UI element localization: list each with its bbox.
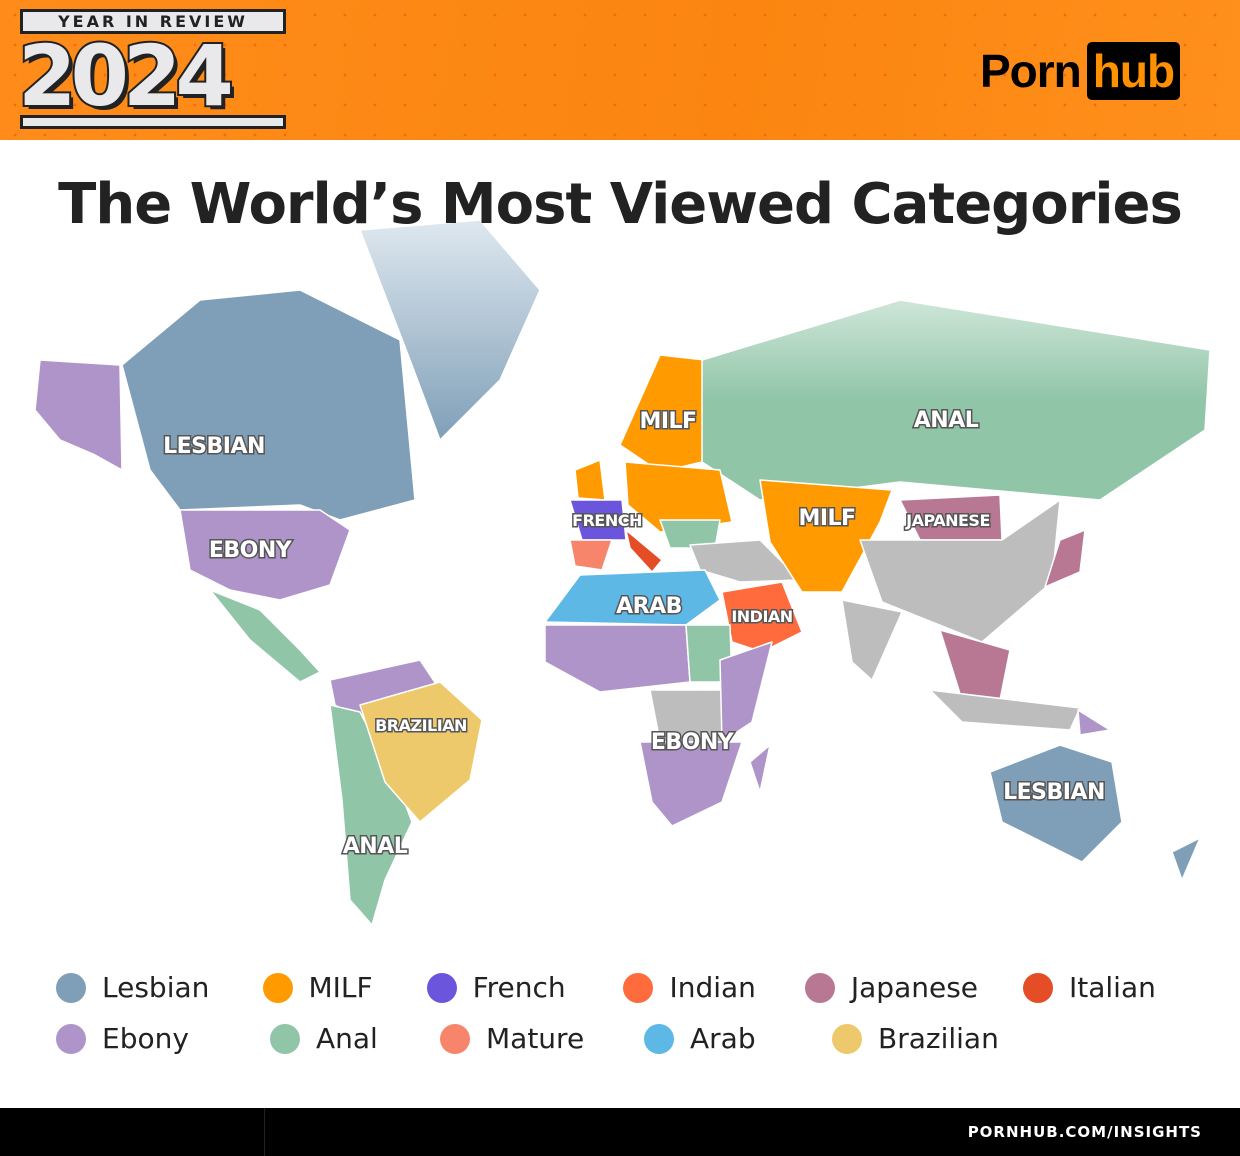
map-label-anal: ANAL bbox=[343, 834, 408, 859]
legend-swatch bbox=[56, 1023, 86, 1054]
footer: PORNHUB.COM/INSIGHTS bbox=[0, 1108, 1240, 1156]
logo-text-part2: hub bbox=[1086, 42, 1181, 100]
region-australia bbox=[989, 744, 1123, 863]
map-label-anal: ANAL bbox=[914, 408, 979, 433]
region-central-america bbox=[209, 589, 321, 683]
legend-item-french: French bbox=[426, 971, 624, 1004]
region-alaska bbox=[34, 359, 123, 471]
region-canada bbox=[121, 289, 416, 521]
region-southern-africa bbox=[639, 741, 743, 827]
legend-row: Lesbian MILF French Indian Japanese Italian bbox=[56, 962, 1216, 1013]
region-east-africa bbox=[719, 641, 773, 743]
map-label-japanese: JAPANESE bbox=[905, 511, 990, 530]
legend-item-japanese: Japanese bbox=[804, 971, 1023, 1004]
legend-label: Anal bbox=[316, 1022, 378, 1055]
year-badge: 2024 bbox=[16, 27, 236, 125]
brand-logo[interactable]: Porn hub bbox=[980, 42, 1181, 100]
legend-item-anal: Anal bbox=[270, 1022, 440, 1055]
region-usa bbox=[179, 509, 351, 601]
region-central-asia bbox=[759, 479, 893, 593]
map-label-brazilian: BRAZILIAN bbox=[375, 716, 467, 735]
legend-label: Japanese bbox=[850, 971, 979, 1004]
legend-label: Lesbian bbox=[102, 971, 210, 1004]
legend-item-arab: Arab bbox=[644, 1022, 832, 1055]
map-label-ebony: EBONY bbox=[209, 538, 293, 563]
legend-item-mature: Mature bbox=[440, 1022, 644, 1055]
world-map: LESBIAN EBONY BRAZILIAN ANAL MILF FRENCH ARAB I… bbox=[34, 219, 1211, 926]
map-label-lesbian: LESBIAN bbox=[163, 434, 265, 459]
badge-underline bbox=[20, 115, 286, 129]
legend-row: Ebony Anal Mature Arab Brazilian bbox=[56, 1013, 1216, 1064]
header-banner: YEAR IN REVIEW 2024 Porn hub bbox=[0, 0, 1240, 140]
region-brazil bbox=[359, 681, 483, 823]
legend-item-milf: MILF bbox=[262, 971, 427, 1004]
legend-item-brazilian: Brazilian bbox=[832, 1022, 1058, 1055]
legend-swatch bbox=[832, 1023, 862, 1054]
map-label-french: FRENCH bbox=[572, 511, 642, 530]
region-middle-east bbox=[689, 539, 801, 583]
legend-swatch bbox=[440, 1023, 470, 1054]
legend-swatch bbox=[623, 972, 654, 1003]
legend-swatch bbox=[804, 972, 835, 1003]
region-new-zealand bbox=[1171, 837, 1201, 881]
region-west-africa bbox=[544, 624, 691, 693]
map-label-ebony: EBONY bbox=[651, 730, 735, 755]
map-label-lesbian: LESBIAN bbox=[1003, 780, 1105, 805]
region-madagascar bbox=[749, 744, 771, 793]
legend-swatch bbox=[426, 972, 457, 1003]
legend: Lesbian MILF French Indian Japanese Italian Eb… bbox=[56, 962, 1216, 1064]
legend-item-ebony: Ebony bbox=[56, 1022, 270, 1055]
legend-swatch bbox=[644, 1023, 674, 1054]
region-indonesia bbox=[929, 689, 1081, 731]
legend-item-italian: Italian bbox=[1023, 971, 1216, 1004]
legend-label: French bbox=[472, 971, 566, 1004]
legend-label: Arab bbox=[690, 1022, 756, 1055]
legend-label: MILF bbox=[308, 971, 373, 1004]
map-label-milf: MILF bbox=[639, 409, 696, 434]
footer-divider bbox=[264, 1108, 265, 1156]
legend-swatch bbox=[270, 1023, 300, 1054]
region-greenland bbox=[359, 219, 541, 441]
map-label-milf: MILF bbox=[798, 506, 855, 531]
legend-label: Mature bbox=[486, 1022, 585, 1055]
legend-swatch bbox=[262, 972, 293, 1003]
page-title: The World’s Most Viewed Categories bbox=[58, 172, 1183, 237]
map-label-indian: INDIAN bbox=[731, 607, 792, 626]
region-uk bbox=[574, 459, 606, 501]
year-in-review-badge: YEAR IN REVIEW bbox=[20, 9, 286, 34]
region-southeast-asia bbox=[939, 629, 1011, 701]
logo-text-part1: Porn bbox=[980, 45, 1082, 97]
legend-item-lesbian: Lesbian bbox=[56, 971, 263, 1004]
region-new-guinea bbox=[1077, 709, 1111, 736]
region-france bbox=[569, 499, 627, 541]
region-italy bbox=[625, 529, 663, 573]
insights-link[interactable]: PORNHUB.COM/INSIGHTS bbox=[967, 1123, 1202, 1141]
region-india bbox=[841, 599, 903, 681]
legend-swatch bbox=[1023, 972, 1053, 1003]
region-spain bbox=[569, 539, 613, 571]
map-label-arab: ARAB bbox=[616, 594, 682, 619]
legend-label: Italian bbox=[1069, 971, 1156, 1004]
legend-label: Ebony bbox=[102, 1022, 189, 1055]
legend-label: Brazilian bbox=[878, 1022, 999, 1055]
legend-item-indian: Indian bbox=[623, 971, 804, 1004]
region-russia bbox=[701, 299, 1211, 501]
legend-label: Indian bbox=[669, 971, 756, 1004]
legend-swatch bbox=[56, 972, 86, 1003]
region-japan bbox=[1044, 529, 1086, 588]
